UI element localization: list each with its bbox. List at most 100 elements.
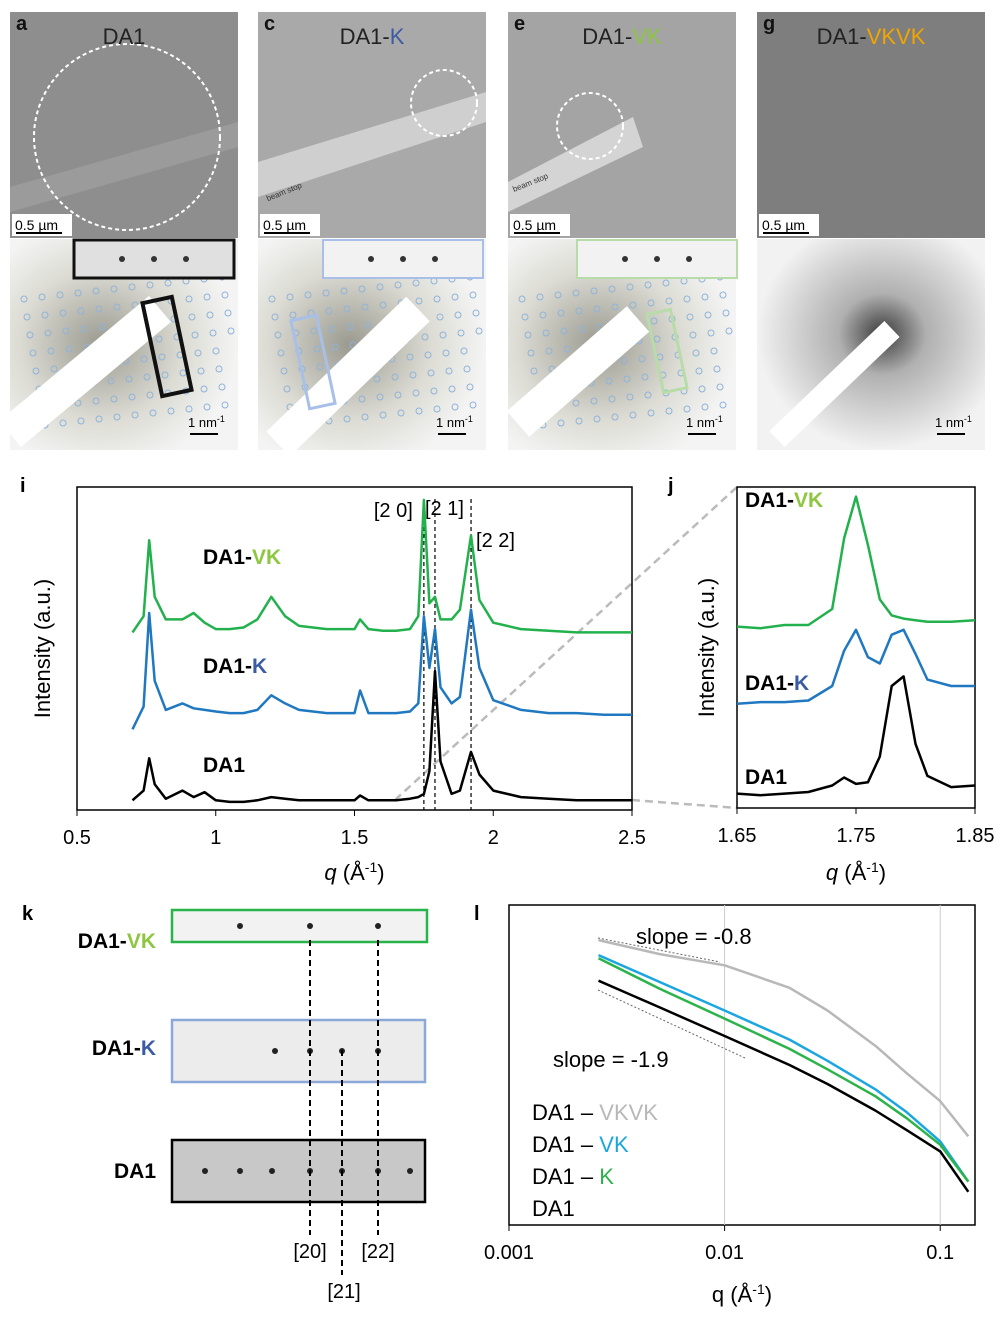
x-axis-label-part: (Å bbox=[724, 1282, 752, 1307]
scale-box bbox=[759, 214, 819, 236]
selected-area bbox=[33, 43, 221, 231]
reflection bbox=[185, 405, 193, 413]
reflection bbox=[77, 307, 85, 315]
series-label-part: DA1- bbox=[745, 672, 794, 695]
reflection bbox=[518, 295, 526, 303]
panel-label: i bbox=[20, 475, 26, 497]
panel-title-part: VKVK bbox=[867, 24, 926, 49]
reflection bbox=[20, 295, 28, 303]
panel-title: DA1 bbox=[103, 24, 146, 49]
reflection bbox=[92, 397, 100, 405]
reflection bbox=[304, 291, 312, 299]
beam-stop bbox=[508, 117, 643, 212]
scale-box bbox=[260, 214, 320, 236]
scale-box bbox=[12, 214, 72, 236]
selected-area bbox=[556, 92, 624, 160]
annotation: slope = -1.9 bbox=[553, 1047, 669, 1072]
spot bbox=[375, 923, 381, 929]
reflection bbox=[98, 323, 106, 331]
reflection bbox=[185, 295, 193, 303]
spot bbox=[269, 1168, 275, 1174]
reflection bbox=[451, 403, 459, 411]
reflection bbox=[74, 289, 82, 297]
x-tick-label: 0.001 bbox=[484, 1242, 534, 1264]
reflection bbox=[212, 347, 220, 355]
reflection bbox=[560, 327, 568, 335]
x-axis-label-part: -1 bbox=[752, 1281, 765, 1297]
row-label-part: DA1 bbox=[114, 1160, 156, 1183]
beam-stop bbox=[506, 306, 650, 437]
panel-title-part: DA1 bbox=[103, 24, 146, 49]
reflection bbox=[623, 375, 631, 383]
series-line bbox=[131, 608, 632, 730]
legend-entry-part: DA1 – bbox=[532, 1164, 599, 1189]
row-label-part: K bbox=[141, 1037, 156, 1060]
reflection bbox=[391, 373, 399, 381]
reflection bbox=[373, 375, 381, 383]
reflection bbox=[215, 365, 223, 373]
reflection bbox=[719, 401, 727, 409]
reflection bbox=[433, 405, 441, 413]
reflection bbox=[107, 377, 115, 385]
reflection bbox=[74, 399, 82, 407]
series-label-part: K bbox=[252, 655, 267, 678]
annotation: [2 1] bbox=[425, 498, 464, 520]
reflection bbox=[203, 403, 211, 411]
reflection bbox=[194, 349, 202, 357]
reflection bbox=[457, 329, 465, 337]
reflection bbox=[653, 335, 661, 343]
reflection bbox=[325, 307, 333, 315]
y-axis-label: Intensity (a.u.) bbox=[694, 578, 719, 717]
panel-title-part: DA1- bbox=[340, 24, 390, 49]
reflection bbox=[692, 349, 700, 357]
zoom-guide bbox=[631, 798, 738, 810]
reflection bbox=[683, 405, 691, 413]
reflection bbox=[436, 313, 444, 321]
reflection bbox=[44, 329, 52, 337]
reflection bbox=[364, 321, 372, 329]
reflection bbox=[445, 367, 453, 375]
reflection bbox=[394, 281, 402, 289]
panel-label: c bbox=[264, 13, 275, 35]
scale-label: 1 nm-1 bbox=[935, 414, 972, 430]
reflection bbox=[131, 411, 139, 419]
reflection bbox=[209, 329, 217, 337]
row-label: DA1-K bbox=[92, 1037, 156, 1060]
spot bbox=[686, 256, 692, 262]
reflection bbox=[686, 313, 694, 321]
reflection bbox=[545, 347, 553, 355]
reflection bbox=[149, 409, 157, 417]
reflection bbox=[289, 311, 297, 319]
reflection-strip bbox=[645, 307, 689, 395]
reflection bbox=[451, 293, 459, 301]
reflection bbox=[331, 343, 339, 351]
reflection bbox=[707, 329, 715, 337]
reflection bbox=[59, 419, 67, 427]
panel-title-part: DA1- bbox=[817, 24, 867, 49]
scale-label-part: 1 nm bbox=[686, 415, 715, 430]
panel-title-part: K bbox=[390, 24, 405, 49]
reflection bbox=[644, 281, 652, 289]
panel-title: DA1-VK bbox=[582, 24, 662, 49]
reflection bbox=[725, 327, 733, 335]
reflection bbox=[343, 305, 351, 313]
reflection bbox=[611, 303, 619, 311]
scale-label: 1 nm-1 bbox=[436, 414, 473, 430]
support-band bbox=[10, 122, 238, 212]
reflection bbox=[218, 383, 226, 391]
reflection bbox=[397, 409, 405, 417]
scale-label-part: 1 nm bbox=[935, 415, 964, 430]
reflection bbox=[197, 367, 205, 375]
legend-entry: DA1 – VK bbox=[532, 1132, 629, 1157]
spot bbox=[407, 1168, 413, 1174]
reflection bbox=[227, 327, 235, 335]
scale-label: 0.5 µm bbox=[263, 217, 306, 233]
reflection bbox=[557, 309, 565, 317]
reflection bbox=[110, 395, 118, 403]
reflection bbox=[38, 293, 46, 301]
reflection bbox=[469, 291, 477, 299]
x-axis-label-part: q bbox=[324, 860, 337, 885]
reflection bbox=[95, 305, 103, 313]
reflection bbox=[110, 285, 118, 293]
